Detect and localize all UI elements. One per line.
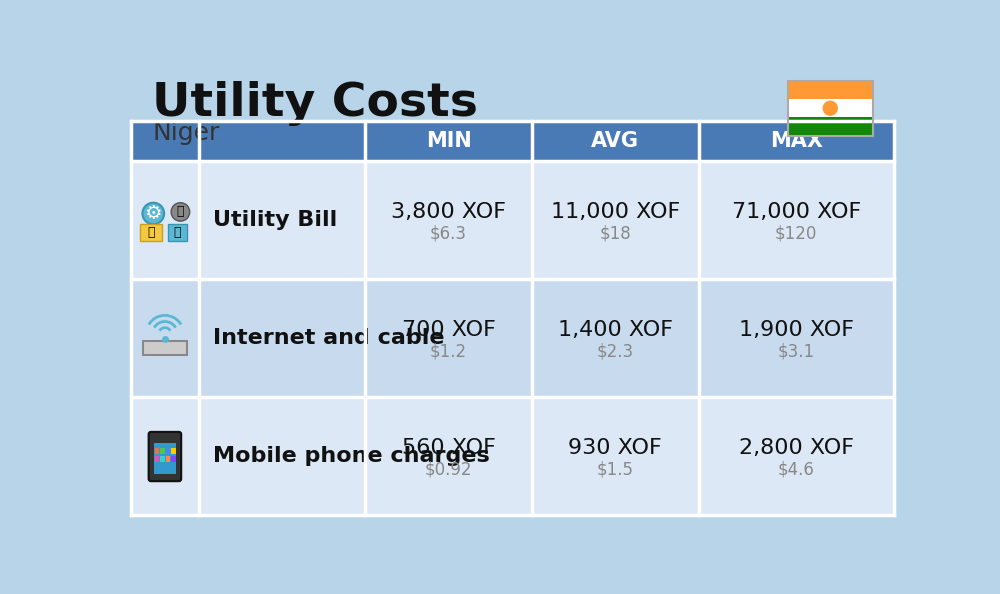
Bar [788, 81, 873, 136]
Bar [131, 279, 894, 397]
Text: 560 XOF: 560 XOF [402, 438, 496, 458]
Text: MIN: MIN [426, 131, 471, 151]
Text: 👤: 👤 [177, 206, 184, 219]
Text: Niger: Niger [152, 121, 220, 144]
Bar [788, 118, 873, 136]
Bar [166, 456, 170, 462]
Bar [168, 225, 187, 241]
Circle shape [142, 203, 164, 225]
Text: 3,800 XOF: 3,800 XOF [391, 202, 506, 222]
Bar [788, 99, 873, 118]
Bar [131, 397, 894, 515]
Bar [166, 448, 170, 454]
Bar [788, 81, 873, 99]
Bar [171, 448, 176, 454]
Bar [131, 121, 894, 160]
Text: $2.3: $2.3 [597, 343, 634, 361]
Bar [171, 456, 176, 462]
Text: Utility Costs: Utility Costs [152, 81, 478, 125]
Text: $0.92: $0.92 [425, 460, 472, 479]
Text: 🔌: 🔌 [147, 226, 155, 239]
Text: 1,900 XOF: 1,900 XOF [739, 320, 854, 340]
Circle shape [823, 102, 837, 115]
Text: $1.5: $1.5 [597, 460, 634, 479]
Text: AVG: AVG [591, 131, 639, 151]
Text: 930 XOF: 930 XOF [568, 438, 662, 458]
Text: $6.3: $6.3 [430, 225, 467, 242]
Text: 700 XOF: 700 XOF [402, 320, 496, 340]
Bar [160, 448, 165, 454]
Text: 🖼: 🖼 [174, 226, 181, 239]
Text: 2,800 XOF: 2,800 XOF [739, 438, 854, 458]
FancyBboxPatch shape [149, 432, 181, 481]
Bar [143, 341, 187, 355]
Text: Utility Bill: Utility Bill [213, 210, 337, 230]
Text: $4.6: $4.6 [778, 460, 815, 479]
Circle shape [171, 203, 190, 221]
Text: $120: $120 [775, 225, 817, 242]
Text: Mobile phone charges: Mobile phone charges [213, 446, 489, 466]
Text: 71,000 XOF: 71,000 XOF [732, 202, 861, 222]
Bar [140, 225, 162, 241]
Text: MAX: MAX [770, 131, 823, 151]
Text: $18: $18 [599, 225, 631, 242]
Text: $3.1: $3.1 [778, 343, 815, 361]
Text: $1.2: $1.2 [430, 343, 467, 361]
Bar [154, 444, 176, 474]
Bar [155, 448, 159, 454]
Text: ⚙: ⚙ [145, 204, 162, 223]
Bar [155, 456, 159, 462]
Bar [131, 160, 894, 279]
Bar [160, 456, 165, 462]
Text: 1,400 XOF: 1,400 XOF [558, 320, 673, 340]
Text: Internet and cable: Internet and cable [213, 328, 444, 347]
Text: 11,000 XOF: 11,000 XOF [551, 202, 680, 222]
